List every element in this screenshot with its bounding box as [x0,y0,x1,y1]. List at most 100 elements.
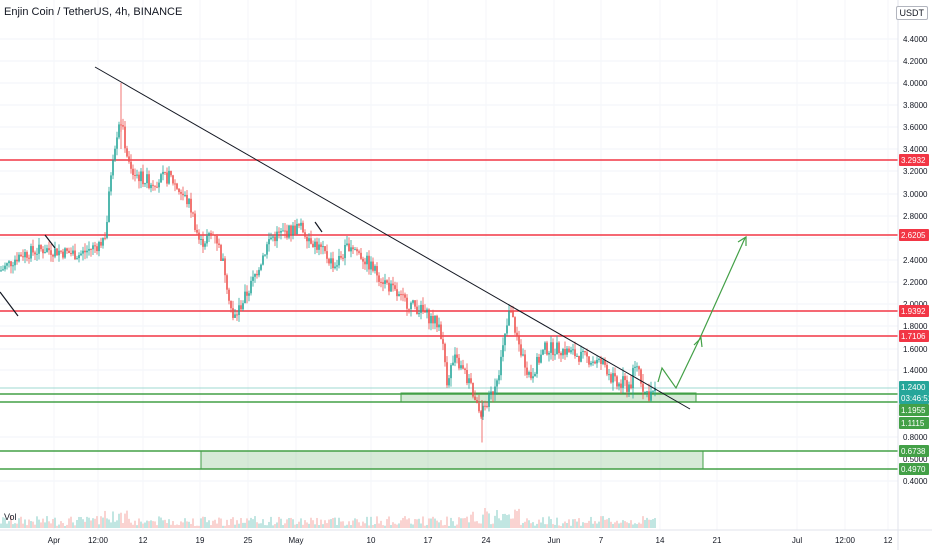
candle-body [242,303,244,310]
candle-body [422,304,424,311]
candle-body [110,175,112,192]
candle-body [486,405,488,407]
candle-body [296,223,298,235]
time-tick-label: 21 [713,536,722,545]
volume-bar [598,521,600,528]
level-price-tag: 0.6738 [901,447,926,456]
candle-body [44,252,46,254]
volume-bar [340,521,342,528]
volume-bar [324,520,326,528]
candle-body [80,253,82,256]
volume-bar [104,510,106,528]
volume-bar [502,514,504,528]
volume-bar [18,518,20,528]
volume-bar [554,524,556,528]
candle-body [318,244,320,250]
level-price-tag: 1.1955 [901,406,926,415]
candle-body [482,405,484,417]
volume-bar [558,525,560,528]
volume-bar [16,523,18,528]
candle-body [528,372,530,375]
candle-body [548,352,550,355]
price-tick-label: 1.6000 [903,345,928,354]
candle-body [430,315,432,324]
volume-bar [462,518,464,528]
volume-bar [52,519,54,528]
candle-body [458,357,460,369]
candle-body [370,261,372,270]
chart-title: Enjin Coin / TetherUS, 4h, BINANCE [4,6,183,18]
candle-body [578,355,580,362]
candle-body [278,231,280,233]
volume-bar [420,523,422,528]
candle-body [32,246,34,253]
candle-body [22,256,24,258]
volume-bar [476,521,478,528]
volume-bar [4,518,6,528]
time-tick-label: Jul [792,536,802,545]
volume-bar [338,517,340,528]
candle-body [200,238,202,240]
candle-body [268,239,270,245]
candle-body [274,236,276,242]
level-price-tag: 1.7106 [901,332,926,341]
candle-body [622,376,624,388]
candle-body [452,362,454,366]
candle-body [416,306,418,315]
volume-bar [70,516,72,528]
volume-bar [164,519,166,528]
volume-bar [156,525,158,528]
candle-body [104,237,106,239]
volume-bar [150,520,152,528]
volume-bar [32,521,34,528]
candle-body [394,285,396,290]
candle-body [52,254,54,257]
volume-bar [620,522,622,528]
volume-bar [450,517,452,528]
candle-body [88,248,90,251]
candle-body [556,342,558,355]
candle-body [442,339,444,344]
volume-bar [68,518,70,528]
candle-body [328,258,330,264]
price-tick-label: 0.8000 [903,433,928,442]
currency-unit-button[interactable]: USDT [895,6,928,20]
price-tick-label: 4.0000 [903,79,928,88]
candle-body [98,241,100,252]
candle-body [180,192,182,194]
volume-bar [568,519,570,528]
candle-body [202,238,204,247]
candle-body [456,354,458,358]
volume-bar [190,523,192,528]
candle-body [632,367,634,389]
candle-body [316,241,318,250]
volume-bar [440,520,442,528]
volume-bar [332,518,334,528]
level-price-tag: 1.9392 [901,307,926,316]
volume-bar [352,520,354,528]
candle-body [182,193,184,196]
time-tick-label: 17 [424,536,433,545]
candle-body [552,342,554,355]
candle-body [280,231,282,233]
candle-body [418,312,420,315]
candle-body [432,315,434,324]
candle-body [444,343,446,363]
candle-body [580,351,582,362]
candle-body [330,258,332,264]
volume-bar [312,520,314,528]
candle-body [362,258,364,262]
volume-bar [540,522,542,528]
volume-bar [200,518,202,528]
price-tick-label: 2.4000 [903,256,928,265]
volume-bar [404,516,406,528]
candle-body [190,198,192,213]
volume-bar [128,518,130,528]
time-axis[interactable]: Apr 12:00 12 19 25 May 10 17 24 Jun 7 14 21 Jul 12:00 1… [48,536,893,545]
candle-body [642,383,644,392]
volume-bar [100,516,102,528]
candle-body [368,255,370,270]
candle-body [544,342,546,350]
candle-body [326,251,328,259]
